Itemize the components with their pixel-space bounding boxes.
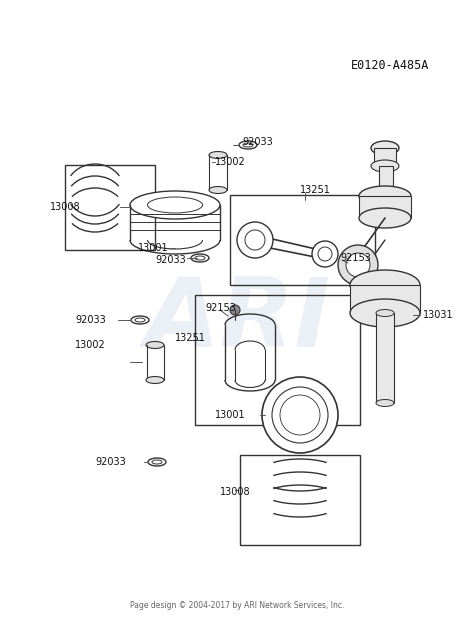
Ellipse shape [191, 254, 209, 262]
Text: 92033: 92033 [95, 457, 126, 467]
Circle shape [280, 395, 320, 435]
Ellipse shape [371, 160, 399, 172]
Text: 13001: 13001 [215, 410, 246, 420]
Ellipse shape [195, 256, 205, 260]
Text: 92153: 92153 [340, 253, 371, 263]
Text: 92033: 92033 [242, 137, 273, 147]
Bar [350, 285, 420, 313]
Bar [195, 295, 360, 425]
Bar [230, 195, 375, 285]
Bar [376, 313, 394, 403]
Text: 13002: 13002 [215, 157, 246, 167]
Circle shape [318, 247, 332, 261]
Text: 13031: 13031 [423, 310, 454, 320]
Ellipse shape [239, 141, 257, 149]
Circle shape [262, 377, 338, 453]
Circle shape [237, 222, 273, 258]
Text: 92033: 92033 [75, 315, 106, 325]
Circle shape [312, 241, 338, 267]
Ellipse shape [350, 299, 420, 327]
Text: 13251: 13251 [175, 333, 206, 343]
Ellipse shape [243, 143, 253, 147]
Ellipse shape [359, 186, 411, 206]
Text: 92033: 92033 [155, 255, 186, 265]
Text: 13002: 13002 [75, 340, 106, 350]
Bar [65, 165, 155, 250]
Circle shape [346, 261, 354, 269]
Text: 13001: 13001 [138, 243, 169, 253]
Circle shape [230, 305, 240, 315]
Bar [379, 166, 393, 196]
Text: Page design © 2004-2017 by ARI Network Services, Inc.: Page design © 2004-2017 by ARI Network S… [130, 600, 344, 610]
Bar [359, 196, 411, 218]
Text: ARI: ARI [144, 274, 330, 366]
Ellipse shape [350, 270, 420, 300]
Ellipse shape [209, 152, 227, 158]
Ellipse shape [130, 191, 220, 219]
Circle shape [272, 387, 328, 443]
Text: 13251: 13251 [300, 185, 331, 195]
Ellipse shape [148, 458, 166, 466]
Bar [374, 148, 396, 166]
Ellipse shape [359, 208, 411, 228]
Circle shape [346, 253, 370, 277]
Ellipse shape [376, 310, 394, 316]
Ellipse shape [131, 316, 149, 324]
Ellipse shape [146, 376, 164, 384]
Bar [240, 455, 360, 545]
Ellipse shape [146, 342, 164, 348]
Text: 13008: 13008 [50, 202, 81, 212]
Ellipse shape [152, 460, 162, 464]
Text: 92153: 92153 [205, 303, 236, 313]
Ellipse shape [376, 399, 394, 407]
Text: E0120-A485A: E0120-A485A [351, 59, 429, 72]
Circle shape [338, 245, 378, 285]
Circle shape [245, 230, 265, 250]
Ellipse shape [371, 141, 399, 155]
Ellipse shape [135, 318, 145, 322]
Ellipse shape [209, 186, 227, 194]
Ellipse shape [147, 197, 202, 213]
Text: 13008: 13008 [220, 487, 251, 497]
